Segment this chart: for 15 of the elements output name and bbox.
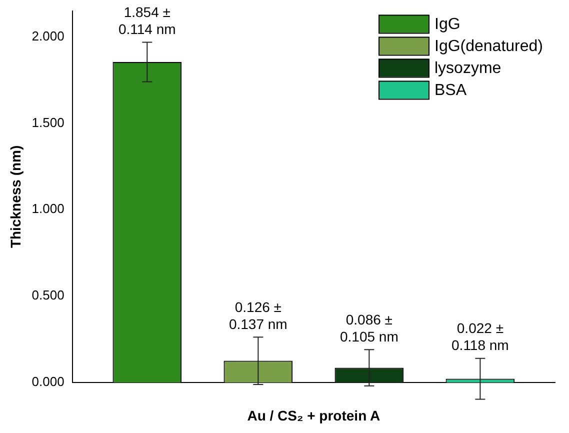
data-label: 0.126 ± 0.137 nm <box>228 298 288 332</box>
legend-label: IgG <box>434 16 460 34</box>
y-tick-label: 1.500 <box>32 114 64 130</box>
legend-label: BSA <box>434 82 467 100</box>
data-label: 0.022 ± 0.118 nm <box>452 320 509 354</box>
data-label: 1.854 ± 0.114 nm <box>118 4 176 38</box>
legend-label: lysozyme <box>434 60 502 78</box>
y-tick-label: 2.000 <box>32 28 64 44</box>
y-axis-title: Thickness (nm) <box>7 145 24 248</box>
y-tick-label: 0.000 <box>32 374 64 390</box>
legend-label: IgG(denatured) <box>434 38 544 56</box>
y-tick-label: 0.500 <box>32 288 64 303</box>
y-tick-label: 1.000 <box>32 201 64 216</box>
data-label: 0.086 ± 0.105 nm <box>340 311 398 344</box>
x-axis-title: Au / CS₂ + protein A <box>247 407 380 424</box>
